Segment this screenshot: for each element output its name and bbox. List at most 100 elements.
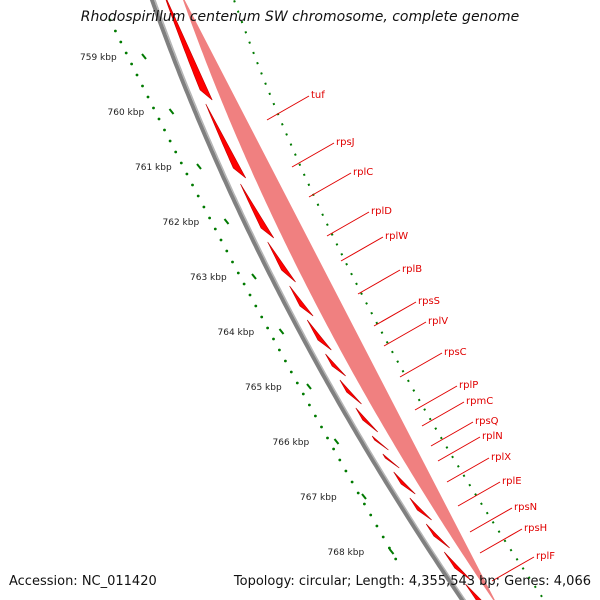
gene-feature	[267, 241, 296, 283]
gene-label: rplP	[459, 380, 478, 391]
ruler-dot	[168, 139, 172, 143]
ruler-dot	[231, 260, 234, 264]
gene-feature	[443, 551, 471, 581]
gene-label: rpsC	[444, 347, 467, 358]
gene-label: rplC	[353, 167, 373, 178]
gene-feature	[325, 353, 346, 377]
gene-labels: tuf rpsJ rplC rplD rplW rplB rpsS rplV rpsC rplP r…	[266, 90, 555, 582]
ruler-label: 759 kbp	[80, 53, 117, 63]
gene-label: rpsH	[524, 523, 547, 534]
ruler-label: 763 kbp	[190, 273, 227, 283]
ruler-label: 768 kbp	[328, 548, 365, 558]
ruler-dot	[295, 381, 299, 385]
gene-label: rplD	[371, 206, 392, 217]
ruler-label: 760 kbp	[108, 108, 145, 118]
ruler-dot	[314, 414, 317, 418]
ruler-dot	[242, 282, 246, 286]
ruler-dot	[141, 84, 144, 88]
ruler-label: 764 kbp	[218, 328, 255, 338]
gene-label: rplV	[428, 316, 448, 327]
ruler-label: 767 kbp	[300, 493, 337, 503]
ruler-dot	[344, 469, 348, 473]
ruler-dot	[213, 227, 217, 231]
gene-label: rpsN	[514, 502, 537, 513]
gene-leader-line	[291, 142, 335, 168]
gene-feature	[240, 183, 275, 239]
gene-label: rplW	[385, 231, 408, 242]
ruler-label: 766 kbp	[273, 438, 310, 448]
backbone-track	[149, 0, 467, 600]
gene-label: rplF	[536, 551, 555, 562]
gene-leader-line	[266, 95, 310, 121]
ruler-dot	[208, 216, 212, 220]
gene-feature	[409, 497, 432, 521]
gene-label: rpsJ	[336, 137, 355, 148]
gene-feature	[382, 453, 400, 469]
gene-leader-line	[399, 352, 443, 378]
gene-leader-line	[479, 528, 523, 554]
gene-leader-line	[421, 401, 465, 427]
gene-feature	[306, 319, 332, 351]
backbone-line	[149, 0, 465, 600]
ruler-dot	[301, 392, 305, 396]
genome-summary-text: Topology: circular; Length: 4,355,543 bp…	[233, 574, 591, 589]
gene-leader-line	[446, 457, 490, 483]
gene-label: rplE	[502, 476, 522, 487]
ruler-dot	[272, 337, 275, 341]
ruler-dot	[191, 183, 194, 187]
ruler-tick	[333, 438, 340, 445]
outer-dotted-line	[232, 0, 546, 600]
ruler-dot	[394, 557, 398, 561]
ruler-dot	[114, 29, 117, 33]
ruler-label: 761 kbp	[135, 163, 172, 173]
ruler-tick	[141, 53, 147, 60]
ruler-dot	[254, 304, 258, 308]
accession-text: Accession: NC_011420	[9, 574, 157, 589]
ruler-tick	[251, 273, 257, 280]
ruler-dot	[375, 524, 379, 528]
gene-leader-line	[373, 301, 417, 327]
gene-feature	[393, 471, 416, 495]
ruler-dot	[202, 205, 206, 209]
ruler-dot	[388, 546, 391, 550]
ruler-dot	[260, 315, 264, 319]
ruler-dot	[338, 458, 342, 462]
ruler-dot	[248, 293, 252, 297]
ruler-dot	[266, 326, 269, 330]
ruler-dot	[332, 447, 335, 451]
gene-label: rpsS	[418, 296, 440, 307]
ruler-dot	[157, 117, 161, 121]
ruler-dot	[119, 40, 123, 44]
ruler-dot	[124, 51, 128, 55]
gene-feature	[339, 379, 362, 405]
ruler-dot	[284, 359, 287, 363]
gene-label: rplX	[491, 452, 511, 463]
backbone-edge	[154, 0, 467, 600]
ruler-track: 759 kbp 760 kbp 761 kbp 762 kbp 763 kbp 764 k…	[80, 0, 546, 600]
ruler-dot	[363, 502, 366, 506]
ruler-dot	[320, 425, 323, 429]
gene-leader-line	[491, 556, 535, 582]
gene-label: rplN	[482, 431, 503, 442]
gene-label: tuf	[311, 90, 325, 101]
cds-track	[183, 0, 495, 600]
ruler-dot	[289, 370, 293, 374]
ruler-dot	[152, 106, 155, 110]
gene-feature	[165, 0, 213, 101]
gene-leader-line	[383, 321, 427, 347]
gene-leader-line	[326, 211, 370, 237]
gene-leader-line	[414, 385, 458, 411]
ruler-dot	[308, 403, 311, 407]
gene-leader-line	[437, 436, 481, 462]
ruler-dot	[130, 62, 134, 66]
gene-feature	[205, 103, 247, 179]
ruler-dot	[179, 161, 183, 165]
ruler-dot	[135, 73, 139, 77]
ruler-tick	[361, 493, 367, 500]
gene-leader-line	[469, 507, 513, 533]
gene-track	[165, 0, 482, 600]
gene-leader-line	[340, 236, 384, 262]
ruler-dot	[225, 249, 229, 253]
ruler-dot	[174, 150, 178, 154]
